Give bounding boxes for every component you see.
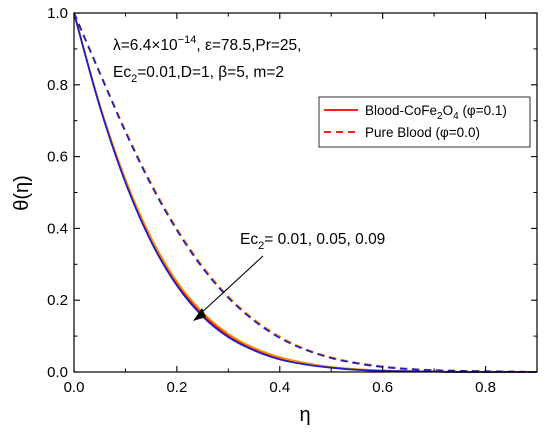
y-tick-label: 0.8 [47, 77, 68, 94]
x-tick-label: 0.2 [166, 379, 187, 396]
legend-box [318, 96, 531, 148]
x-tick-label: 0.4 [269, 379, 290, 396]
legend-label-solid-sub1: 2 [437, 111, 443, 122]
parameters-line-2-rest: =0.01,D=1, β=5, m=2 [137, 64, 284, 81]
x-tick-label: 0.8 [475, 379, 496, 396]
ec2-annotation-values: = 0.01, 0.05, 0.09 [264, 231, 385, 248]
y-tick-label: 0.6 [47, 149, 68, 166]
ticks-layer: 0.0 0.2 0.4 0.6 0.8 0.0 0.2 0.4 0.6 0.8 1.0 [47, 5, 538, 396]
legend-label-solid-end: (φ=0.1) [459, 103, 507, 118]
parameters-line-2: Ec2=0.01,D=1, β=5, m=2 [113, 64, 284, 85]
ec2-annotation-subscript: 2 [258, 240, 264, 252]
legend-layer [324, 109, 358, 133]
parameters-line-1-rest: , ε=78.5,Pr=25, [196, 37, 301, 54]
y-tick-label: 0.0 [47, 364, 68, 381]
legend-label-solid-mid: O [443, 103, 454, 118]
legend-label-solid-main: Blood-CoFe [365, 103, 437, 118]
legend-label-dashed: Pure Blood (φ=0.0) [365, 125, 480, 140]
ec2-annotation: Ec2= 0.01, 0.05, 0.09 [240, 231, 385, 252]
parameters-line-2-subscript: 2 [131, 73, 137, 85]
parameters-line-1-base: λ=6.4×10 [113, 37, 178, 54]
ec2-arrow-shaft [198, 255, 264, 316]
y-axis-title: θ(η) [11, 175, 33, 211]
parameters-line-2-base: Ec [113, 64, 131, 81]
y-tick-label: 0.2 [47, 292, 68, 309]
parameters-line-1: λ=6.4×10−14, ε=78.5,Pr=25, [113, 34, 301, 54]
y-tick-label: 1.0 [47, 5, 68, 22]
parameters-line-1-exponent: −14 [178, 34, 197, 46]
legend-label-solid-sub2: 4 [453, 111, 459, 122]
ec2-annotation-base: Ec [240, 231, 258, 248]
x-axis-title: η [299, 404, 310, 426]
legend-label-solid: Blood-CoFe2O4 (φ=0.1) [365, 103, 507, 122]
y-tick-label: 0.4 [47, 220, 68, 237]
ec2-arrow-head [193, 308, 206, 321]
x-tick-label: 0.0 [64, 379, 85, 396]
x-tick-label: 0.6 [372, 379, 393, 396]
series-line-pure-blood-5 [73, 12, 538, 373]
